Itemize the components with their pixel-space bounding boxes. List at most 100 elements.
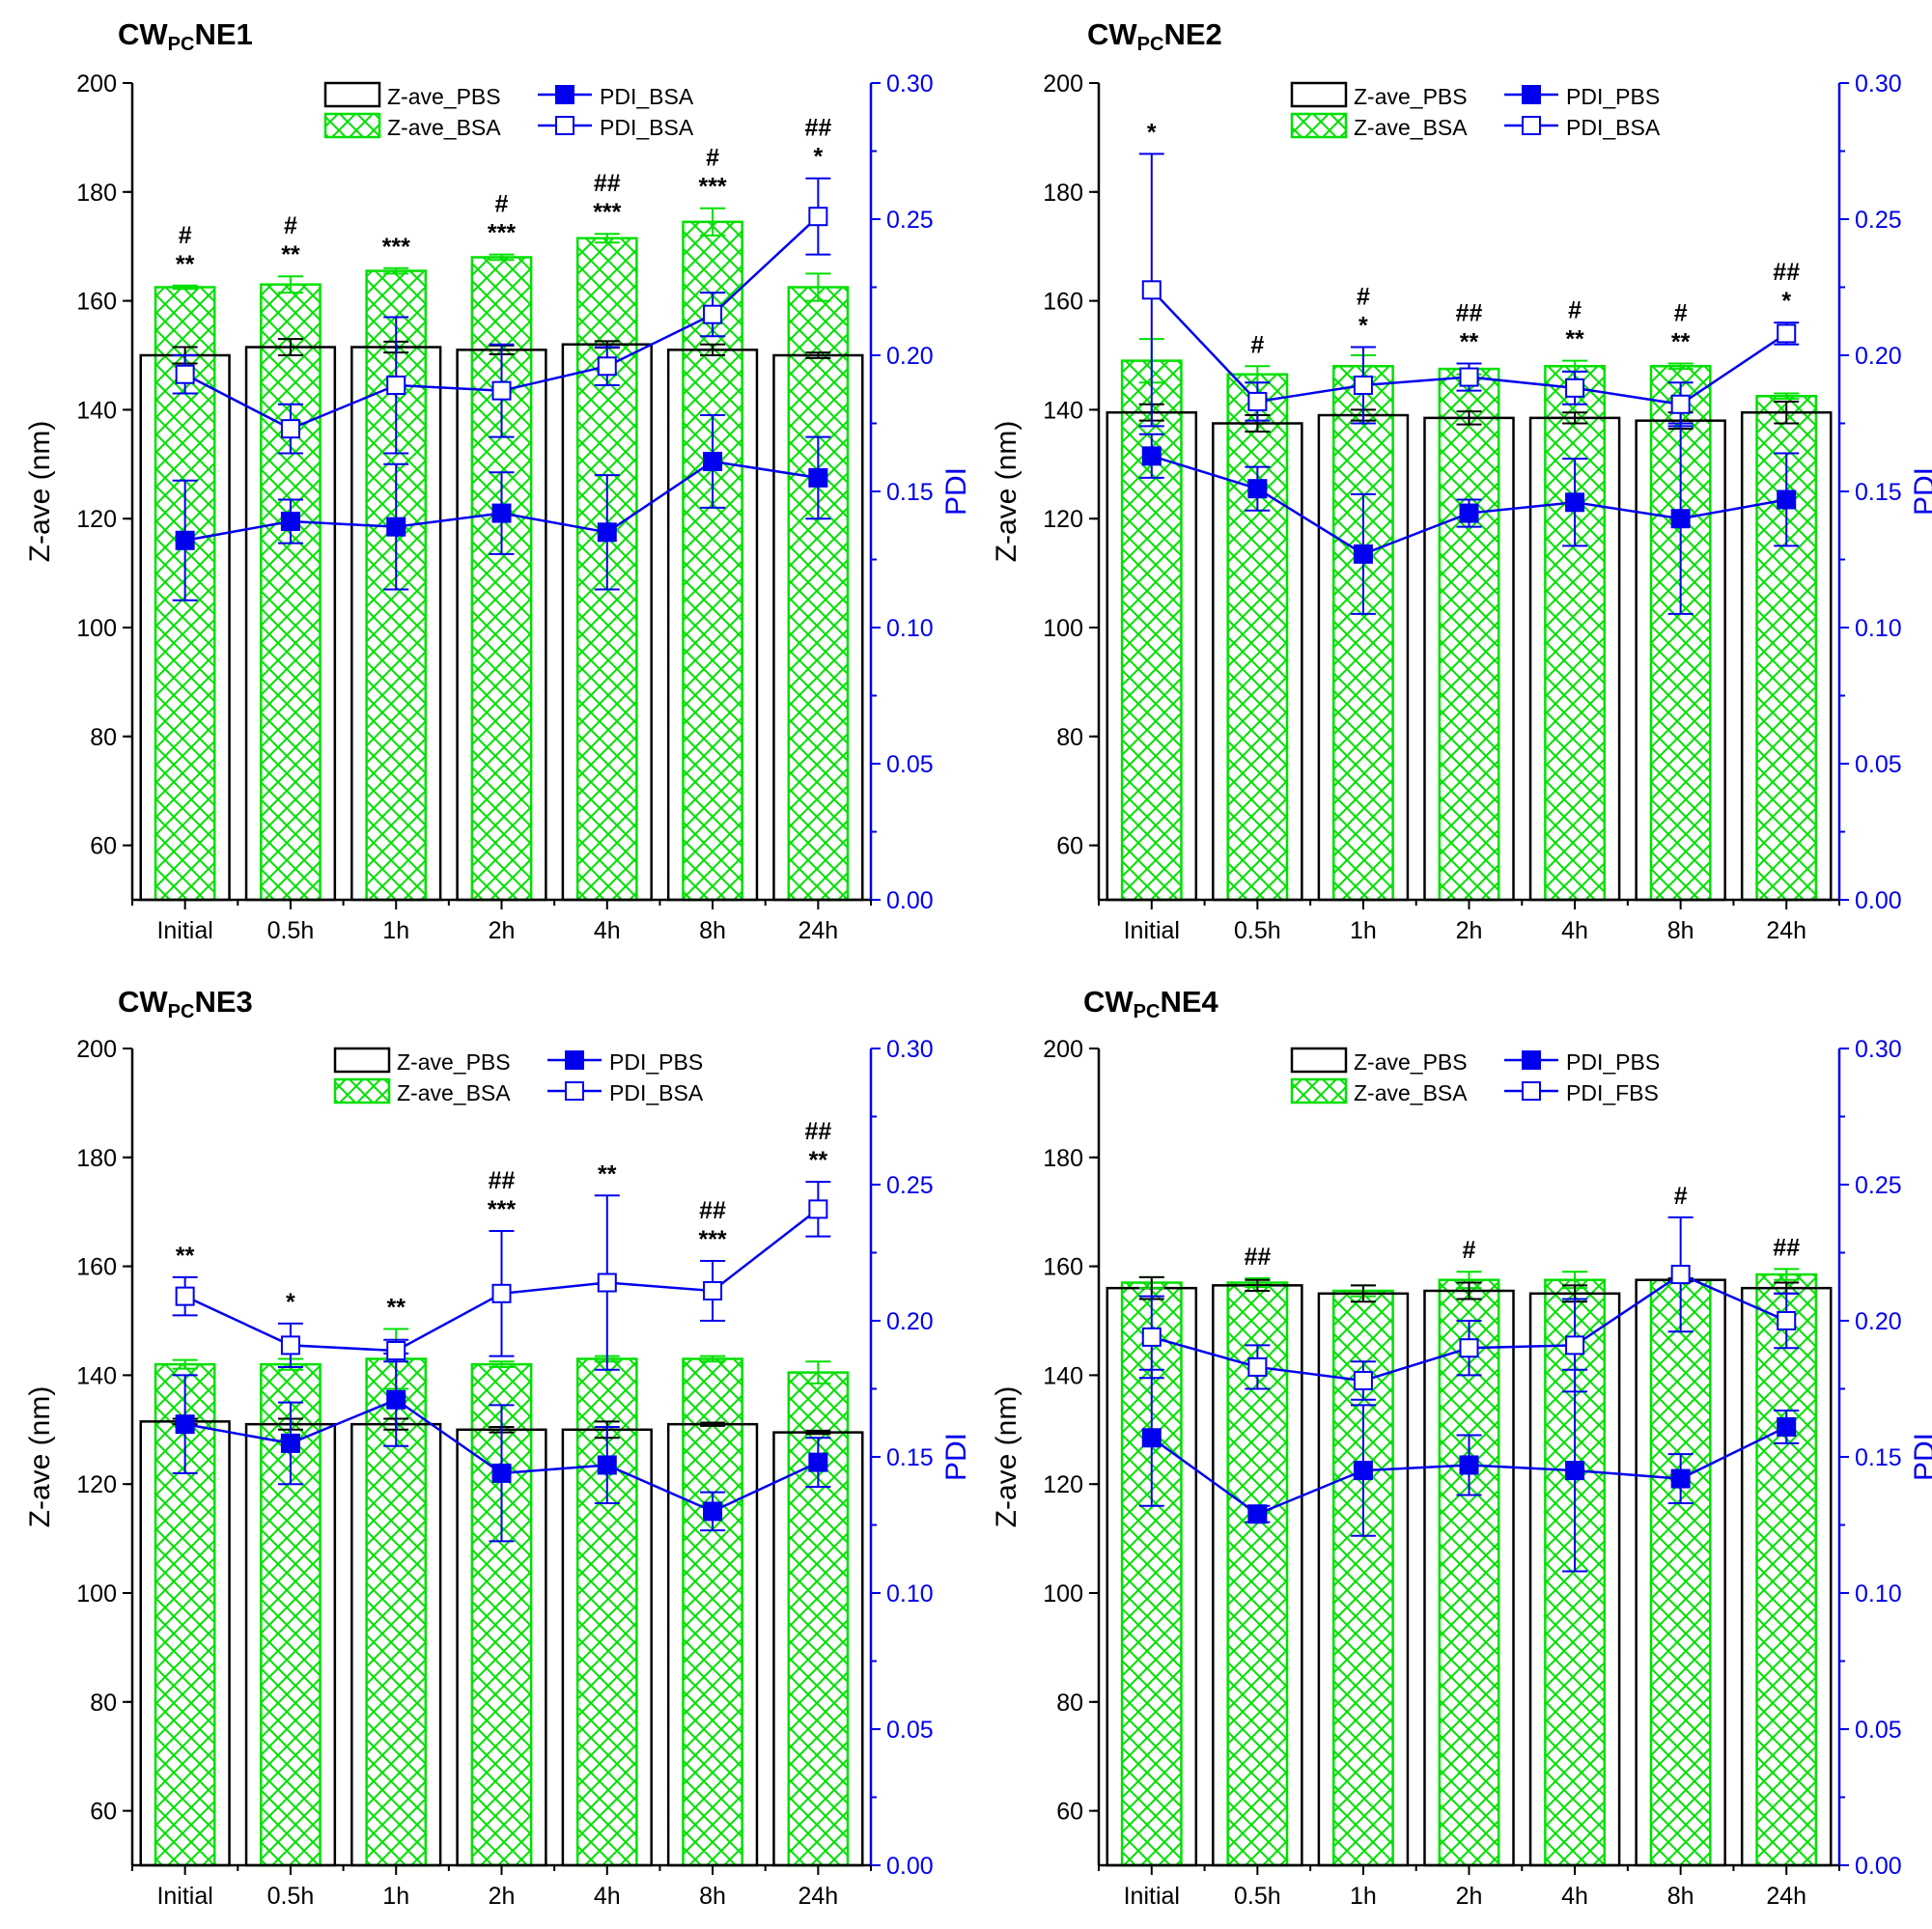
y-tick-label: 100 <box>1043 1580 1083 1608</box>
y2-tick-label: 0.00 <box>1855 887 1902 914</box>
legend-swatch-zave-bsa <box>333 1077 391 1104</box>
significance-label: # <box>495 191 509 218</box>
x-tick-label: 1h <box>1350 917 1377 944</box>
marker-pdi-pbs <box>808 467 828 488</box>
marker-pdi-bsa <box>808 207 828 227</box>
legend-swatch-zave-pbs <box>333 1047 391 1074</box>
chart-panel-cwpcne1: CWPCNE1**#**#******# ***## ***# *##60801001… <box>24 17 972 944</box>
y-tick-label: 120 <box>1043 506 1083 533</box>
x-tick-label: 1h <box>382 1883 409 1910</box>
x-tick-label: 2h <box>1456 1883 1483 1910</box>
panel-title: CWPCNE3 <box>118 985 253 1022</box>
y-axis-title: Z-ave (nm) <box>991 1386 1022 1528</box>
x-tick-label: 8h <box>1667 917 1694 944</box>
legend-swatch-marker-open <box>565 1081 584 1101</box>
significance-label: ** <box>809 1147 828 1174</box>
chart-panel-cwpcne2: CWPCNE2*#*#**##**#**# *##6080100120140160… <box>991 17 1932 944</box>
significance-label: ## <box>1773 259 1800 286</box>
marker-pdi-pbs <box>1777 1416 1797 1437</box>
y2-tick-label: 0.15 <box>1855 1444 1902 1471</box>
y-tick-label: 100 <box>76 1580 117 1608</box>
significance-label: ** <box>386 1294 406 1321</box>
y-tick-label: 160 <box>1043 289 1083 316</box>
legend-swatch-marker-filled <box>555 85 574 104</box>
legend-label: Z-ave_BSA <box>397 1080 511 1105</box>
y-tick-label: 180 <box>76 180 117 207</box>
significance-label: ## <box>1244 1244 1271 1271</box>
x-tick-label: 4h <box>1561 1883 1588 1910</box>
y2-tick-label: 0.00 <box>886 1853 934 1880</box>
panel-title-subscript: PC <box>1137 34 1164 55</box>
panel-title-main: CW <box>1087 17 1137 51</box>
marker-pdi-bsa <box>1459 367 1479 387</box>
x-tick-label: 8h <box>699 917 726 944</box>
legend-label: PDI_FBS <box>1566 1080 1659 1105</box>
marker-pdi-pbs <box>175 1414 195 1435</box>
marker-pdi-bsa <box>1777 1311 1797 1330</box>
x-tick-label: 24h <box>798 917 838 944</box>
marker-pdi-bsa <box>1670 394 1691 414</box>
y-tick-label: 100 <box>76 615 117 642</box>
marker-pdi-pbs <box>1459 1455 1479 1475</box>
significance-label: * <box>813 144 823 171</box>
y2-tick-label: 0.10 <box>886 615 934 642</box>
x-tick-label: 24h <box>1766 917 1806 944</box>
y2-tick-label: 0.05 <box>886 1717 934 1744</box>
y2-tick-label: 0.30 <box>886 1036 934 1063</box>
y2-tick-label: 0.25 <box>1855 1172 1902 1199</box>
y2-tick-label: 0.10 <box>886 1580 934 1608</box>
y-tick-label: 60 <box>1056 833 1083 860</box>
chart-panel-cwpcne3: CWPCNE3*** *****## *****##**##608010012014… <box>24 985 972 1910</box>
bar-zave-bsa <box>1438 367 1500 902</box>
y-tick-label: 180 <box>76 1145 117 1172</box>
y-tick-label: 80 <box>1056 1690 1083 1717</box>
marker-pdi-bsa <box>1565 1335 1585 1356</box>
significance-label: ** <box>1565 326 1584 353</box>
significance-label: ** <box>176 1243 195 1270</box>
bar-zave-bsa <box>1544 365 1607 902</box>
panel-title-tail: NE1 <box>194 17 252 51</box>
x-tick-label: 0.5h <box>267 1883 315 1910</box>
legend-label: Z-ave_BSA <box>1354 115 1468 140</box>
x-tick-label: 4h <box>594 1883 621 1910</box>
significance-label: ** <box>176 251 195 278</box>
legend: Z-ave_PBS Z-ave_BSA PDI_BSA PDI_BSA <box>323 81 694 140</box>
legend-label: Z-ave_PBS <box>1354 1049 1468 1075</box>
marker-pdi-bsa <box>280 1335 300 1356</box>
legend: Z-ave_PBS Z-ave_BSA PDI_PBS PDI_BSA <box>333 1047 704 1105</box>
panel-title-main: CW <box>118 17 168 51</box>
significance-label: ## <box>1456 299 1483 326</box>
y-tick-label: 160 <box>76 1254 117 1281</box>
marker-pdi-pbs <box>1141 446 1162 466</box>
x-tick-label: 8h <box>699 1883 726 1910</box>
bar-zave-bsa <box>787 286 850 902</box>
x-tick-label: 4h <box>1561 917 1588 944</box>
legend-label: PDI_BSA <box>600 84 694 109</box>
x-tick-label: 0.5h <box>1234 917 1281 944</box>
y2-axis-title: PDI <box>940 1433 972 1481</box>
significance-label: ## <box>1773 1234 1800 1261</box>
legend-label: Z-ave_BSA <box>1354 1080 1468 1105</box>
marker-pdi-pbs <box>808 1452 828 1472</box>
bar-zave-bsa <box>1755 1272 1818 1867</box>
marker-pdi-pbs <box>597 1455 617 1475</box>
y-axis-title: Z-ave (nm) <box>24 421 56 563</box>
x-tick-label: Initial <box>1124 917 1180 944</box>
significance-label: # <box>284 212 297 239</box>
legend-label: PDI_PBS <box>609 1049 703 1075</box>
y2-tick-label: 0.15 <box>886 1444 934 1471</box>
y-tick-label: 160 <box>1043 1254 1083 1281</box>
x-tick-label: 2h <box>1456 917 1483 944</box>
marker-pdi-bsa <box>280 419 300 439</box>
x-tick-label: 1h <box>1350 1883 1377 1910</box>
panel-title-tail: NE2 <box>1163 17 1221 51</box>
bar-zave-bsa <box>260 283 322 902</box>
x-tick-label: Initial <box>1124 1883 1180 1910</box>
y-axis-title: Z-ave (nm) <box>24 1386 56 1528</box>
y2-tick-label: 0.00 <box>886 887 934 914</box>
marker-pdi-pbs <box>175 530 195 550</box>
y2-tick-label: 0.05 <box>886 751 934 778</box>
legend-swatch-marker-open <box>1522 116 1541 135</box>
panel-title-main: CW <box>118 985 168 1019</box>
marker-pdi-bsa <box>1777 323 1797 344</box>
